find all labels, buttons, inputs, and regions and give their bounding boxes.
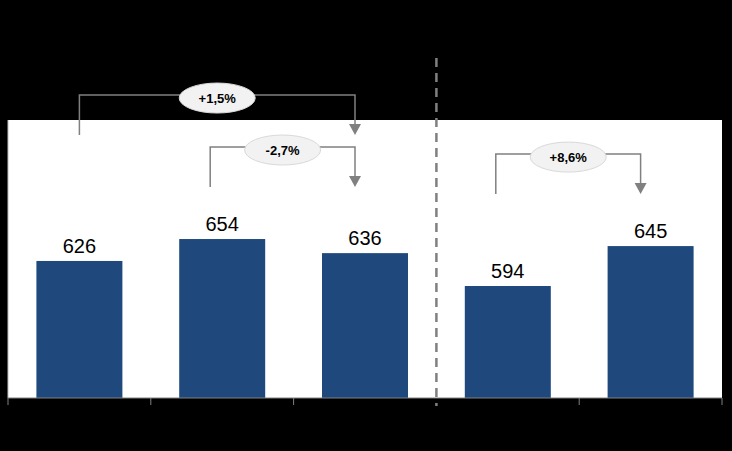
- annotation-text: -2,7%: [266, 143, 300, 158]
- bar: [179, 239, 265, 398]
- divider: [435, 58, 438, 406]
- chart-svg: 626 654 636 594 645 +1,5% -2,7% +8,6%: [0, 0, 732, 451]
- background: [0, 0, 732, 451]
- annotation-bubble: [245, 135, 321, 165]
- chart-root: 626 654 636 594 645 +1,5% -2,7% +8,6%: [0, 0, 732, 451]
- data-label: 636: [348, 227, 381, 249]
- annotation: +8,6%: [496, 142, 647, 194]
- annotation: +1,5%: [79, 83, 361, 135]
- x-tick: [150, 398, 151, 405]
- x-tick: [579, 398, 580, 405]
- annotation: -2,7%: [210, 135, 361, 187]
- bar: [465, 286, 551, 398]
- x-tick: [293, 398, 294, 405]
- data-label: 654: [206, 213, 239, 235]
- y-axis-line: [8, 120, 9, 398]
- data-label: 626: [63, 235, 96, 257]
- annotation-arrow: [635, 183, 647, 194]
- annotation-arrow: [349, 124, 361, 135]
- plot-area: [8, 120, 722, 398]
- data-label: 594: [491, 260, 524, 282]
- annotation-arrow: [349, 176, 361, 187]
- bar: [36, 261, 122, 398]
- x-axis-line: [8, 398, 722, 399]
- annotation-text: +8,6%: [550, 150, 588, 165]
- annotation-text: +1,5%: [199, 91, 237, 106]
- bar: [322, 253, 408, 398]
- bar: [608, 246, 694, 398]
- annotation-bubble: [530, 142, 606, 172]
- x-tick: [722, 398, 723, 405]
- bars: [36, 239, 693, 398]
- data-label: 645: [634, 220, 667, 242]
- annotation-bubble: [179, 83, 255, 113]
- x-tick: [8, 398, 9, 405]
